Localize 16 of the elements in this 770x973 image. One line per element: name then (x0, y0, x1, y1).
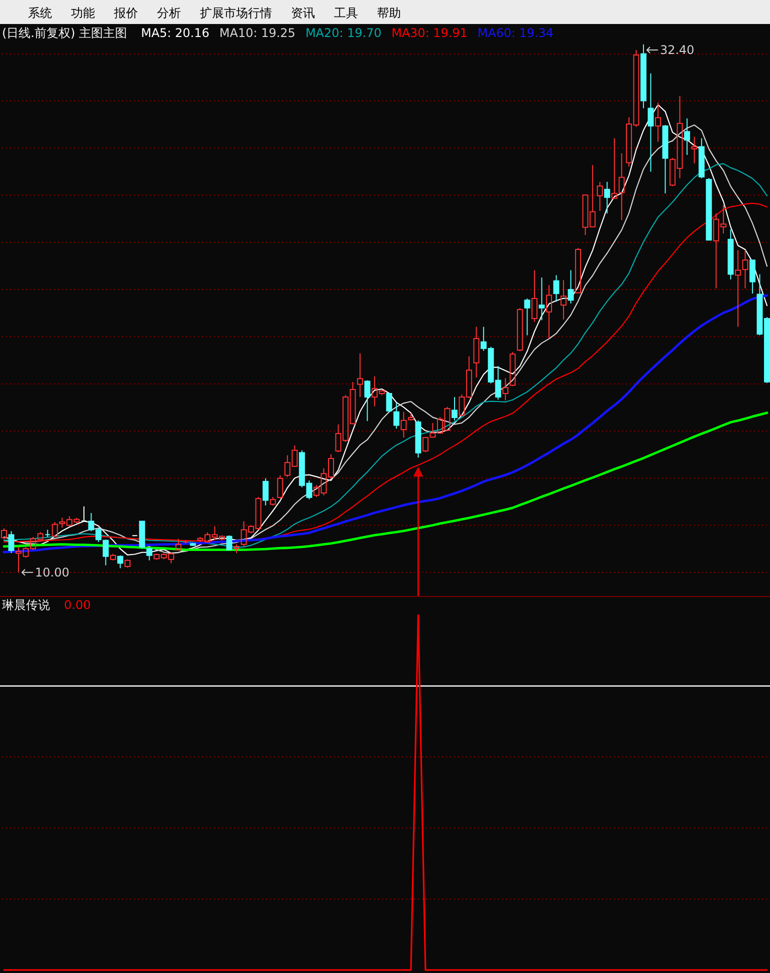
text: 工具 (334, 6, 358, 20)
text: MA30: 19.91 (391, 26, 468, 40)
text: 资讯 (291, 6, 315, 20)
text: MA60: 19.34 (478, 26, 554, 40)
text: MA20: 19.70 (305, 26, 382, 40)
text: 分析 (157, 6, 181, 20)
text: MA10: 19.25 (219, 26, 296, 40)
chart-title: (日线.前复权) 主图主图 (2, 26, 127, 40)
text: 系统 (28, 6, 52, 20)
text: 10.00 (35, 565, 70, 580)
text: 帮助 (377, 6, 401, 20)
text: 扩展市场行情 (200, 6, 272, 20)
text: 报价 (113, 6, 138, 20)
text: MA5: 20.16 (140, 26, 210, 40)
text: 32.40 (660, 43, 694, 57)
text: 功能 (71, 6, 95, 20)
